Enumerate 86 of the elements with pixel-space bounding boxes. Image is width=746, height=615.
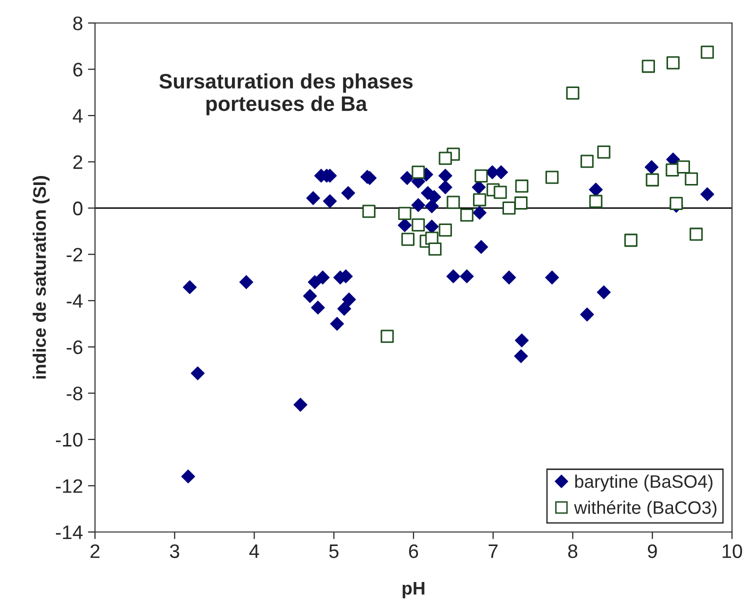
y-tick-label: -2 (66, 248, 82, 262)
point (341, 186, 356, 200)
y-tick-label: 6 (73, 62, 82, 77)
point (514, 196, 528, 210)
point (642, 60, 655, 73)
point (460, 269, 474, 284)
x-tick-label: 8 (568, 544, 578, 558)
y-tick-label: 8 (73, 16, 82, 30)
point (690, 228, 703, 241)
point (182, 280, 197, 294)
point (306, 191, 320, 206)
x-axis-title: pH (402, 582, 424, 598)
point (580, 154, 594, 168)
y-tick-label: -14 (56, 526, 83, 540)
point (515, 180, 528, 193)
point (472, 206, 487, 220)
point (446, 196, 460, 209)
legend-label: barytine (BaSO4) (575, 474, 712, 492)
y-tick-label: -8 (66, 386, 82, 400)
y-axis-title: indice de saturation (SI) (32, 176, 50, 379)
point (425, 232, 438, 245)
point (473, 193, 486, 206)
point (337, 302, 352, 316)
point (589, 194, 602, 208)
y-tick-label: 0 (73, 202, 82, 216)
point (438, 168, 452, 183)
point (330, 316, 344, 331)
point (412, 166, 425, 179)
point (438, 152, 452, 165)
point (502, 270, 516, 284)
x-tick-label: 2 (90, 544, 100, 558)
y-tick-label: -12 (56, 479, 82, 493)
point (308, 275, 322, 290)
point (700, 46, 714, 59)
x-tick-label: 10 (722, 544, 742, 558)
point (580, 308, 594, 322)
point (398, 218, 412, 232)
y-tick-label: 4 (72, 109, 83, 123)
y-tick-label: 2 (73, 155, 82, 169)
point (401, 232, 414, 246)
y-tick-label: -10 (56, 432, 82, 447)
x-tick-label: 6 (409, 544, 418, 558)
x-tick-label: 7 (488, 544, 498, 558)
point (514, 349, 528, 364)
point (424, 220, 439, 234)
point (181, 470, 196, 484)
point (502, 202, 516, 215)
point (596, 285, 611, 300)
point (239, 275, 254, 290)
x-tick-label: 3 (170, 544, 180, 558)
point (303, 289, 317, 303)
point (545, 170, 559, 184)
point (624, 234, 638, 247)
point (342, 292, 356, 306)
point (646, 173, 659, 186)
point (316, 270, 330, 284)
point (545, 270, 559, 284)
x-tick-label: 5 (329, 544, 338, 558)
y-tick-label: -6 (66, 340, 82, 354)
point (362, 204, 376, 218)
point (322, 194, 337, 208)
point (644, 160, 659, 174)
point (400, 171, 414, 185)
point (514, 333, 529, 348)
point (474, 169, 488, 183)
point (293, 398, 308, 412)
point (428, 242, 442, 256)
point (446, 269, 460, 284)
point (474, 240, 488, 254)
text: Sursaturation des phases porteuses de Ba (159, 73, 413, 116)
point (700, 187, 714, 202)
point (311, 300, 325, 315)
point (411, 198, 426, 212)
x-tick-label: 4 (249, 544, 260, 558)
y-tick-label: -4 (66, 294, 83, 308)
point (190, 366, 205, 380)
point (666, 56, 680, 70)
point (494, 186, 507, 199)
point (670, 196, 683, 210)
point (588, 182, 603, 197)
x-tick-label: 9 (648, 544, 657, 558)
legend-label: withérite (BaCO3) (574, 500, 716, 518)
point (438, 180, 452, 194)
point (424, 199, 439, 214)
point (398, 206, 412, 220)
point (380, 330, 394, 343)
